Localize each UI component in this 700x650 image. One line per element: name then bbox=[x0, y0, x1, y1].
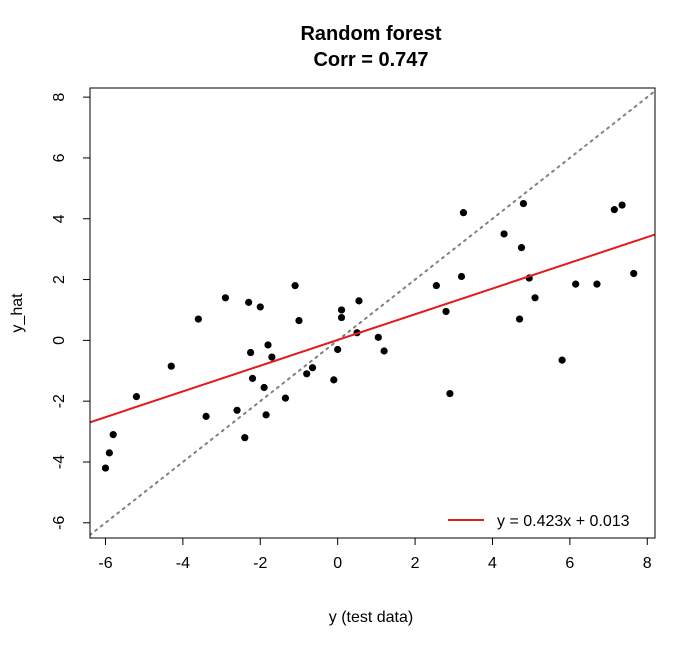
x-tick-label: -6 bbox=[98, 555, 112, 572]
data-point bbox=[245, 298, 253, 306]
y-axis: -6 -4 -2 0 2 4 6 8 bbox=[51, 93, 91, 530]
data-point bbox=[194, 315, 202, 323]
data-point bbox=[303, 370, 311, 378]
x-tick-label: 6 bbox=[565, 555, 574, 572]
data-point bbox=[380, 347, 388, 355]
y-tick-label: 6 bbox=[51, 153, 68, 162]
identity-line bbox=[90, 89, 655, 537]
data-point bbox=[610, 206, 618, 214]
x-tick-label: 0 bbox=[333, 555, 342, 572]
legend-fit-line-label: y = 0.423x + 0.013 bbox=[497, 513, 630, 530]
data-point bbox=[442, 307, 450, 316]
data-point bbox=[457, 272, 466, 281]
x-tick-label: -4 bbox=[176, 555, 190, 572]
data-point bbox=[295, 317, 303, 325]
data-point bbox=[264, 341, 272, 349]
data-point bbox=[374, 333, 382, 341]
data-point bbox=[101, 464, 110, 472]
data-point bbox=[618, 201, 626, 209]
data-point bbox=[630, 269, 638, 278]
data-point bbox=[105, 449, 113, 457]
data-point bbox=[260, 383, 268, 392]
data-point bbox=[558, 356, 566, 364]
data-point bbox=[256, 303, 264, 311]
data-point bbox=[202, 412, 210, 420]
data-point bbox=[517, 244, 526, 252]
y-tick-label: -2 bbox=[51, 394, 68, 408]
data-point bbox=[572, 280, 580, 288]
data-point bbox=[459, 209, 468, 217]
plot-area bbox=[90, 89, 655, 537]
chart-title: Random forest bbox=[300, 23, 441, 45]
data-point bbox=[531, 294, 539, 302]
data-point bbox=[268, 353, 276, 361]
x-axis-label: y (test data) bbox=[329, 609, 413, 626]
data-point bbox=[167, 362, 175, 370]
legend: y = 0.423x + 0.013 bbox=[448, 513, 630, 530]
y-tick-label: 2 bbox=[51, 275, 68, 284]
data-point bbox=[330, 376, 338, 384]
data-point bbox=[355, 297, 363, 305]
data-point bbox=[334, 345, 342, 354]
data-point bbox=[515, 315, 524, 323]
y-tick-label: 8 bbox=[51, 93, 68, 102]
x-tick-label: 4 bbox=[488, 555, 497, 572]
data-point bbox=[132, 393, 141, 401]
data-point bbox=[291, 282, 299, 290]
data-point bbox=[337, 306, 346, 314]
y-axis-label: y_hat bbox=[9, 293, 26, 333]
x-tick-label: 8 bbox=[643, 555, 652, 572]
x-tick-label: 2 bbox=[411, 555, 420, 572]
y-tick-label: 4 bbox=[51, 214, 68, 223]
data-point bbox=[337, 313, 346, 322]
data-point bbox=[233, 406, 241, 414]
data-point bbox=[246, 348, 255, 357]
data-point bbox=[593, 280, 601, 288]
data-point bbox=[519, 199, 528, 208]
data-point bbox=[262, 411, 270, 419]
data-point bbox=[281, 394, 290, 402]
data-point bbox=[109, 431, 117, 439]
y-tick-label: -4 bbox=[51, 455, 68, 469]
data-point bbox=[432, 282, 440, 290]
y-tick-label: -6 bbox=[51, 516, 68, 530]
y-tick-label: 0 bbox=[51, 336, 68, 345]
data-point bbox=[241, 434, 249, 442]
data-point bbox=[248, 374, 257, 382]
data-point bbox=[500, 230, 508, 238]
fit-line bbox=[90, 233, 655, 424]
x-axis: -6 -4 -2 0 2 4 6 8 bbox=[98, 537, 652, 572]
data-point bbox=[446, 389, 454, 398]
x-tick-label: -2 bbox=[253, 555, 267, 572]
chart-subtitle: Corr = 0.747 bbox=[313, 49, 428, 71]
data-point bbox=[221, 294, 230, 302]
data-point bbox=[308, 364, 317, 372]
